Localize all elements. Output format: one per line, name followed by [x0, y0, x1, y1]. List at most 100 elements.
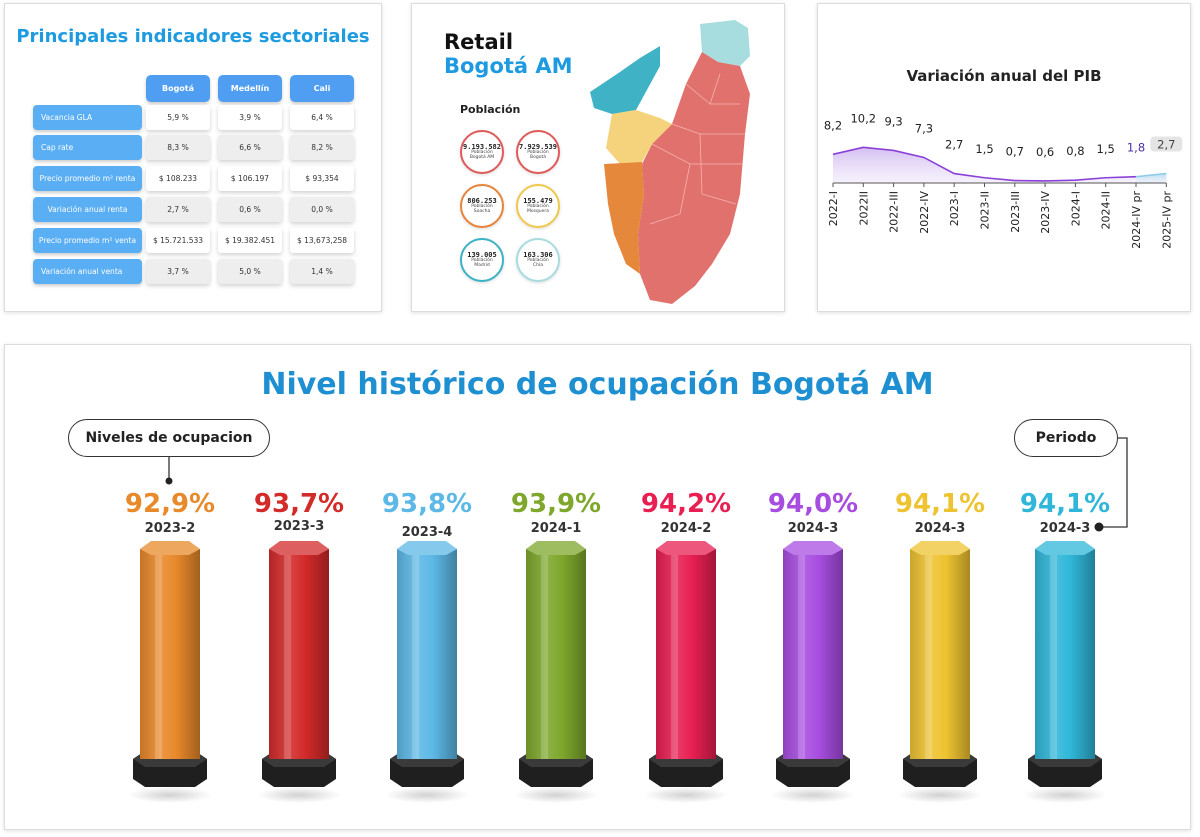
gdp-value-label: 2,7 — [945, 138, 963, 152]
population-number: 9.193.582 — [463, 143, 501, 152]
gdp-value-label: 0,8 — [1066, 144, 1084, 158]
occupancy-value-label: 93,8% — [381, 489, 473, 519]
table-cell: 6,4 % — [290, 105, 354, 130]
gdp-category-label: 2024-IV pr — [1130, 191, 1143, 249]
gdp-value-label: 2,7 — [1157, 138, 1175, 152]
table-cell: 1,4 % — [290, 259, 354, 284]
gdp-panel: Variación anual del PIB 8,2 2022-I 10,2 202… — [817, 3, 1191, 312]
population-place: Bogotá AM — [469, 155, 495, 160]
gdp-value-label: 1,5 — [975, 142, 993, 156]
gdp-category-label: 2022-III — [888, 191, 901, 233]
table-cell: $ 93,354 — [290, 166, 354, 191]
population-circle: 139.005 Población Madrid — [460, 238, 504, 282]
gdp-category-label: 2023-II — [979, 191, 992, 229]
gdp-category-label: 2024-I — [1069, 191, 1082, 226]
table-cell: $ 15.721.533 — [146, 228, 210, 253]
table-cell: 0,0 % — [290, 197, 354, 222]
occupancy-period-label: 2024-1 — [530, 521, 582, 536]
population-number: 139.005 — [467, 251, 497, 260]
gdp-value-label: 1,8 — [1127, 141, 1145, 155]
row-label-precio-renta: Precio promedio m² renta — [33, 166, 142, 191]
occupancy-value-label: 93,9% — [510, 489, 602, 519]
population-circle: 806.253 Población Soacha — [460, 184, 504, 228]
population-label: Población — [471, 150, 493, 156]
table-cell: 8,3 % — [146, 135, 210, 160]
occupancy-value-label: 94,1% — [894, 489, 986, 519]
population-circle: 155.479 Población Mosquera — [516, 184, 560, 228]
gdp-value-label: 8,2 — [824, 118, 842, 132]
table-cell: 5,9 % — [146, 105, 210, 130]
population-label: Población — [471, 258, 493, 264]
occupancy-period-label: 2023-3 — [273, 519, 325, 534]
gdp-value-label: 0,7 — [1006, 145, 1024, 159]
gdp-value-label: 7,3 — [915, 121, 933, 135]
gdp-category-label: 2022II — [857, 191, 870, 225]
occupancy-value-label: 94,2% — [640, 489, 732, 519]
gdp-title: Variación anual del PIB — [906, 67, 1102, 85]
population-circle: 163.306 Población Chía — [516, 238, 560, 282]
occupancy-period-label: 2024-3 — [1039, 521, 1091, 536]
legend-levels-pill: Niveles de ocupacion — [68, 419, 270, 457]
occupancy-period-label: 2024-2 — [660, 521, 712, 536]
retail-title: Retail — [444, 30, 514, 54]
row-label-precio-venta: Precio promedio m² venta — [33, 228, 142, 253]
row-label-variacion-venta: Variación anual venta — [33, 259, 142, 284]
population-place: Chía — [532, 263, 543, 268]
population-circle: 9.193.582 Población Bogotá AM — [460, 130, 504, 174]
population-heading: Población — [460, 103, 521, 116]
gdp-line-projection — [1135, 172, 1167, 178]
gdp-value-label: 0,6 — [1036, 145, 1054, 159]
gdp-category-label: 2023-III — [1009, 191, 1022, 233]
table-cell: 2,7 % — [146, 197, 210, 222]
table-cell: 6,6 % — [218, 135, 282, 160]
occupancy-pillar — [385, 541, 469, 803]
population-place: Soacha — [473, 209, 491, 214]
occupancy-pillar — [257, 541, 341, 803]
occupancy-period-label: 2024-3 — [914, 521, 966, 536]
occupancy-value-label: 93,7% — [253, 489, 345, 519]
row-label-variacion-renta: Variación anual renta — [33, 197, 142, 222]
population-label: Población — [527, 204, 549, 210]
population-label: Población — [527, 150, 549, 156]
occupancy-value-label: 94,0% — [767, 489, 859, 519]
gdp-category-label: 2022-IV — [918, 191, 931, 234]
gdp-label-badge — [1150, 136, 1183, 152]
population-number: 155.479 — [523, 197, 553, 206]
population-label: Población — [527, 258, 549, 264]
occupancy-pillar — [898, 541, 982, 803]
population-number: 806.253 — [467, 197, 497, 206]
population-number: 163.306 — [523, 251, 553, 260]
population-place: Mosquera — [526, 209, 550, 214]
table-cell: 5,0 % — [218, 259, 282, 284]
population-label: Población — [471, 204, 493, 210]
occupancy-period-label: 2023-2 — [144, 521, 196, 536]
retail-subtitle: Bogotá AM — [444, 54, 573, 78]
table-cell: 0,6 % — [218, 197, 282, 222]
table-cell: 3,9 % — [218, 105, 282, 130]
sector-indicators-panel: Principales indicadores sectoriales Bogo… — [4, 3, 382, 312]
table-cell: $ 108.233 — [146, 166, 210, 191]
retail-panel: Retail Bogotá AM Población 9.193.582 Pobl… — [411, 3, 785, 312]
gdp-line — [832, 146, 1137, 182]
occupancy-title: Nivel histórico de ocupación Bogotá AM — [261, 367, 934, 402]
occupancy-value-label: 94,1% — [1019, 489, 1111, 519]
row-label-vacancia: Vacancia GLA — [33, 105, 142, 130]
population-circle: 7.929.539 Población Bogotá — [516, 130, 560, 174]
occupancy-pillar — [1023, 541, 1107, 803]
occupancy-pillar — [514, 541, 598, 803]
occupancy-pillar — [771, 541, 855, 803]
column-header-cali: Cali — [290, 75, 354, 102]
gdp-category-label: 2022-I — [827, 191, 840, 226]
population-place: Madrid — [474, 263, 490, 268]
gdp-category-label: 2025-IV pr — [1160, 191, 1173, 249]
population-place: Bogotá — [530, 155, 546, 160]
gdp-value-label: 10,2 — [850, 111, 876, 125]
gdp-category-label: 2023-IV — [1039, 191, 1052, 234]
gdp-chart: 8,2 2022-I 10,2 2022II 9,3 2022-III 7,3 2022-IV… — [824, 111, 1183, 249]
map-illustration — [590, 20, 750, 304]
gdp-category-label: 2023-I — [948, 191, 961, 226]
occupancy-period-label: 2024-3 — [787, 521, 839, 536]
table-cell: $ 106.197 — [218, 166, 282, 191]
gdp-value-label: 1,5 — [1097, 142, 1115, 156]
legend-period-pill: Periodo — [1014, 419, 1118, 457]
